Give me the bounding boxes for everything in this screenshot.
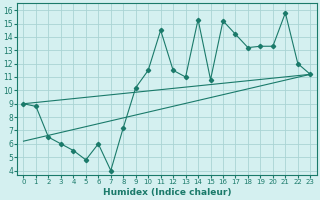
X-axis label: Humidex (Indice chaleur): Humidex (Indice chaleur)	[103, 188, 231, 197]
